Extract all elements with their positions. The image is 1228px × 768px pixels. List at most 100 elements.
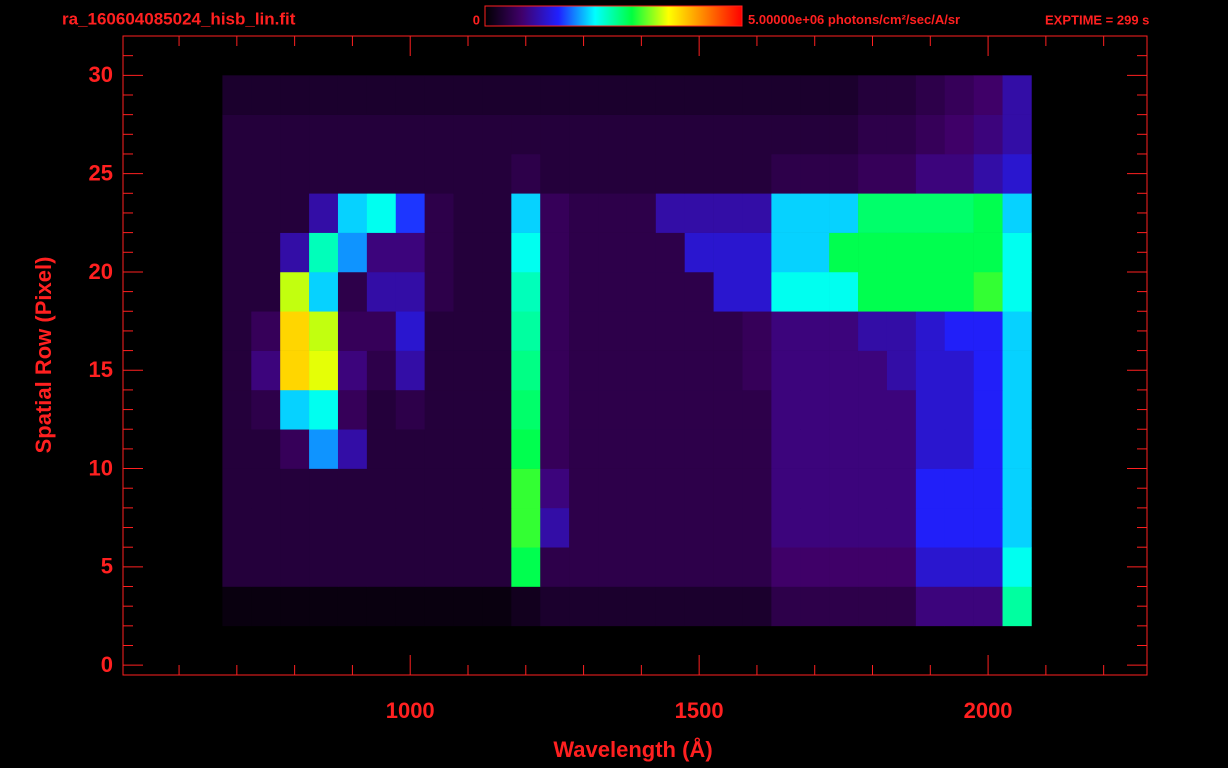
heatmap-cell (886, 193, 917, 233)
heatmap-cell (309, 389, 339, 430)
heatmap-cell (366, 389, 397, 430)
heatmap-cell (944, 507, 974, 548)
heatmap-cell (366, 311, 397, 351)
heatmap-cell (309, 193, 339, 233)
heatmap-cell (626, 389, 657, 430)
heatmap-cell (886, 547, 917, 587)
heatmap-cell (251, 389, 281, 430)
heatmap-cell (800, 547, 830, 587)
heatmap-cell (915, 468, 946, 509)
heatmap-cell (800, 586, 830, 627)
heatmap-cell (858, 547, 888, 587)
heatmap-cell (222, 311, 252, 351)
heatmap-cell (222, 468, 252, 509)
heatmap-cell (626, 232, 657, 273)
heatmap-cell (800, 429, 830, 469)
heatmap-cell (569, 547, 599, 587)
heatmap-cell (598, 193, 628, 233)
heatmap-cell (655, 311, 685, 351)
heatmap-cell (482, 232, 512, 273)
heatmap-cell (771, 586, 801, 627)
heatmap-cell (511, 468, 541, 509)
heatmap-cell (424, 389, 454, 430)
heatmap-cell (453, 547, 483, 587)
heatmap-cell (482, 75, 512, 115)
heatmap-cell (684, 547, 714, 587)
heatmap-cell (915, 114, 946, 155)
heatmap-cell (598, 114, 628, 155)
heatmap-cell (1002, 232, 1032, 273)
heatmap-cell (569, 193, 599, 233)
heatmap-cell (626, 153, 657, 194)
heatmap-cell (1002, 114, 1032, 155)
heatmap-cell (482, 389, 512, 430)
heatmap-cell (453, 389, 483, 430)
heatmap-cell (337, 193, 368, 233)
heatmap-cell (511, 114, 541, 155)
heatmap-cell (395, 507, 425, 548)
heatmap-cell (251, 75, 281, 115)
heatmap-cell (655, 389, 685, 430)
y-tick-label: 5 (101, 554, 113, 579)
heatmap-cell (1002, 75, 1032, 115)
heatmap-cell (915, 586, 946, 627)
heatmap-cell (280, 350, 310, 391)
heatmap-cell (655, 271, 685, 312)
heatmap-cell (973, 114, 1003, 155)
heatmap-cell (944, 350, 974, 391)
heatmap-cell (337, 350, 368, 391)
heatmap-cell (309, 429, 339, 469)
heatmap-cell (771, 232, 801, 273)
heatmap-cell (222, 429, 252, 469)
colorbar-min-label: 0 (473, 12, 480, 27)
heatmap-cell (973, 193, 1003, 233)
heatmap-cell (1002, 350, 1032, 391)
heatmap-cell (366, 547, 397, 587)
heatmap-cell (829, 547, 859, 587)
heatmap-cell (309, 271, 339, 312)
heatmap-cell (829, 271, 859, 312)
heatmap-cell (395, 193, 425, 233)
heatmap-cell (944, 114, 974, 155)
heatmap-cell (655, 429, 685, 469)
heatmap-cell (858, 153, 888, 194)
heatmap-cell (337, 586, 368, 627)
heatmap-cell (337, 468, 368, 509)
heatmap-cell (915, 389, 946, 430)
heatmap-cell (1002, 271, 1032, 312)
heatmap-cell (569, 586, 599, 627)
heatmap-cell (424, 311, 454, 351)
heatmap-cell (771, 311, 801, 351)
heatmap-cell (771, 193, 801, 233)
heatmap-cell (598, 350, 628, 391)
heatmap-cell (771, 468, 801, 509)
heatmap-cell (915, 75, 946, 115)
heatmap-cell (453, 586, 483, 627)
heatmap-cell (251, 429, 281, 469)
heatmap-cell (800, 468, 830, 509)
heatmap-cell (222, 586, 252, 627)
heatmap-cell (366, 153, 397, 194)
heatmap-cell (569, 271, 599, 312)
heatmap-cell (626, 193, 657, 233)
heatmap-cell (424, 271, 454, 312)
heatmap-cell (569, 350, 599, 391)
heatmap-cell (800, 153, 830, 194)
heatmap-cell (771, 114, 801, 155)
heatmap-cell (569, 507, 599, 548)
heatmap-cell (395, 468, 425, 509)
heatmap-cell (713, 389, 743, 430)
heatmap-cell (944, 271, 974, 312)
heatmap-cell (540, 507, 570, 548)
heatmap-cell (915, 350, 946, 391)
heatmap-cell (337, 389, 368, 430)
heatmap-cell (684, 507, 714, 548)
heatmap-cell (280, 232, 310, 273)
heatmap-cell (395, 547, 425, 587)
heatmap-cell (598, 389, 628, 430)
heatmap-cell (424, 429, 454, 469)
heatmap-cell (424, 232, 454, 273)
heatmap-cell (569, 311, 599, 351)
heatmap-cell (251, 507, 281, 548)
heatmap-cell (540, 350, 570, 391)
